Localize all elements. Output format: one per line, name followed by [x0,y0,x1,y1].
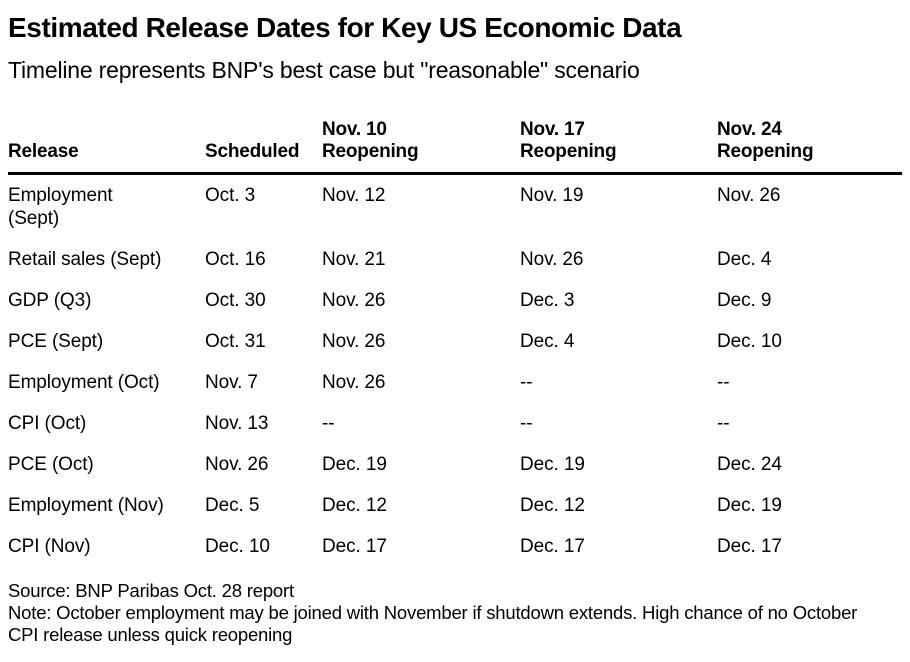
nov24-date-cell: Dec. 9 [717,290,772,311]
nov24-date-cell: Dec. 24 [717,454,782,475]
nov17-date-cell: -- [520,413,533,434]
column-header-top-line: Nov. 10 [322,119,387,140]
release-dates-table: Release Scheduled Nov. 10 Reopening Nov.… [8,119,902,567]
nov10-date-cell: -- [322,413,335,434]
nov24-date-cell: Dec. 19 [717,495,782,516]
table-row-employment-nov: Employment (Nov) Dec. 5 Dec. 12 Dec. 12 … [8,485,902,526]
table-body: Employment (Sept) Oct. 3 Nov. 12 Nov. 19… [8,174,902,568]
column-header-top-line: Nov. 24 [717,119,782,140]
nov24-date-cell: Nov. 26 [717,185,781,206]
nov10-date-cell: Nov. 26 [322,290,386,311]
nov17-date-cell: Nov. 26 [520,249,584,270]
column-header-scheduled: Scheduled [205,119,322,175]
source-line: Source: BNP Paribas Oct. 28 report [8,580,294,601]
scheduled-date-cell: Nov. 26 [205,454,269,475]
nov10-date-cell: Nov. 12 [322,185,386,206]
table-row-cpi-oct: CPI (Oct) Nov. 13 -- -- -- [8,403,902,444]
nov24-date-cell: Dec. 4 [717,249,772,270]
column-header-label: Reopening [520,141,617,162]
release-name-cell: PCE (Oct) [8,454,94,475]
nov17-date-cell: Dec. 12 [520,495,585,516]
table-row-employment-oct: Employment (Oct) Nov. 7 Nov. 26 -- -- [8,362,902,403]
column-header-nov24-reopening: Nov. 24 Reopening [717,119,902,175]
subtitle: Timeline represents BNP's best case but … [8,57,640,83]
column-header-nov10-reopening: Nov. 10 Reopening [322,119,520,175]
page-title: Estimated Release Dates for Key US Econo… [8,12,682,43]
column-header-label: Reopening [717,141,814,162]
table-header-row: Release Scheduled Nov. 10 Reopening Nov.… [8,119,902,175]
nov17-date-cell: Dec. 4 [520,331,575,352]
scheduled-date-cell: Nov. 7 [205,372,258,393]
nov10-date-cell: Dec. 17 [322,536,387,557]
nov17-date-cell: -- [520,372,533,393]
nov24-date-cell: Dec. 10 [717,331,782,352]
table-header: Release Scheduled Nov. 10 Reopening Nov.… [8,119,902,175]
nov24-date-cell: -- [717,413,730,434]
table-row-cpi-nov: CPI (Nov) Dec. 10 Dec. 17 Dec. 17 Dec. 1… [8,526,902,567]
nov17-date-cell: Nov. 19 [520,185,584,206]
column-header-label: Reopening [322,141,419,162]
release-name-cell: Employment (Sept) [8,185,113,229]
nov24-date-cell: -- [717,372,730,393]
nov10-date-cell: Dec. 12 [322,495,387,516]
nov10-date-cell: Nov. 26 [322,331,386,352]
scheduled-date-cell: Oct. 16 [205,249,266,270]
nov10-date-cell: Nov. 21 [322,249,386,270]
column-header-label: Release [8,141,79,162]
nov17-date-cell: Dec. 17 [520,536,585,557]
table-row-retail-sales-sept: Retail sales (Sept) Oct. 16 Nov. 21 Nov.… [8,239,902,280]
footer: Source: BNP Paribas Oct. 28 report Note:… [8,580,902,646]
release-name-cell: PCE (Sept) [8,331,104,352]
scheduled-date-cell: Oct. 3 [205,185,256,206]
release-name-cell: GDP (Q3) [8,290,92,311]
release-name-cell: Employment (Oct) [8,372,160,393]
nov24-date-cell: Dec. 17 [717,536,782,557]
table-row-pce-oct: PCE (Oct) Nov. 26 Dec. 19 Dec. 19 Dec. 2… [8,444,902,485]
scheduled-date-cell: Oct. 30 [205,290,266,311]
table-row-pce-sept: PCE (Sept) Oct. 31 Nov. 26 Dec. 4 Dec. 1… [8,321,902,362]
column-header-label: Scheduled [205,141,300,162]
table-row-gdp-q3: GDP (Q3) Oct. 30 Nov. 26 Dec. 3 Dec. 9 [8,280,902,321]
scheduled-date-cell: Dec. 5 [205,495,260,516]
release-name-cell: Employment (Nov) [8,495,164,516]
nov17-date-cell: Dec. 3 [520,290,575,311]
nov10-date-cell: Dec. 19 [322,454,387,475]
scheduled-date-cell: Nov. 13 [205,413,269,434]
release-name-cell: CPI (Nov) [8,536,91,557]
nov17-date-cell: Dec. 19 [520,454,585,475]
footnote: Note: October employment may be joined w… [8,602,858,645]
scheduled-date-cell: Dec. 10 [205,536,270,557]
release-name-cell: CPI (Oct) [8,413,87,434]
column-header-nov17-reopening: Nov. 17 Reopening [520,119,717,175]
column-header-top-line: Nov. 17 [520,119,585,140]
scheduled-date-cell: Oct. 31 [205,331,266,352]
column-header-release: Release [8,119,205,175]
nov10-date-cell: Nov. 26 [322,372,386,393]
release-name-cell: Retail sales (Sept) [8,249,162,270]
table-row-employment-sept: Employment (Sept) Oct. 3 Nov. 12 Nov. 19… [8,174,902,240]
